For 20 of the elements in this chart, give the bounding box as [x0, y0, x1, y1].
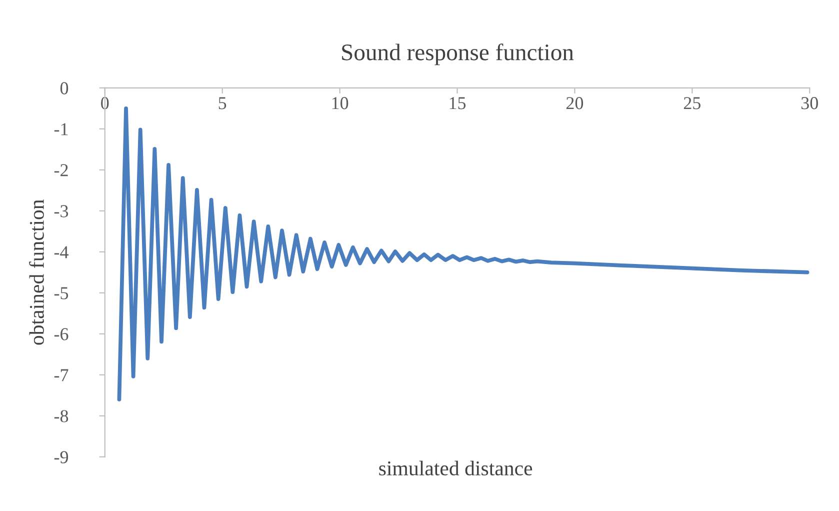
y-tick-label: -5	[54, 287, 68, 300]
x-tick-label: 0	[101, 97, 109, 110]
y-tick-label: -7	[54, 369, 68, 382]
y-axis-title: obtained function	[29, 199, 44, 345]
y-tick-label: -9	[54, 451, 68, 464]
y-tick-label: -1	[54, 123, 68, 136]
x-tick-label: 15	[450, 97, 466, 110]
x-axis-title: simulated distance	[379, 460, 532, 476]
y-tick-label: -2	[54, 164, 68, 176]
x-tick-label: 30	[801, 97, 818, 110]
chart-title: Sound response function	[342, 43, 574, 66]
x-tick-label: 5	[218, 97, 226, 110]
x-tick-label: 20	[566, 97, 584, 110]
x-tick-label: 10	[332, 97, 348, 110]
y-tick-label: -4	[54, 246, 68, 258]
y-tick-label: -6	[54, 328, 68, 340]
y-tick-label: 0	[60, 82, 68, 94]
y-tick-label: -3	[54, 205, 68, 218]
x-tick-label: 25	[684, 97, 700, 110]
y-tick-label: -8	[54, 410, 68, 422]
